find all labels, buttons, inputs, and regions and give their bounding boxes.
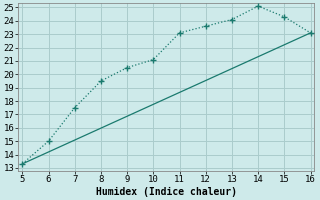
X-axis label: Humidex (Indice chaleur): Humidex (Indice chaleur) (96, 186, 237, 197)
